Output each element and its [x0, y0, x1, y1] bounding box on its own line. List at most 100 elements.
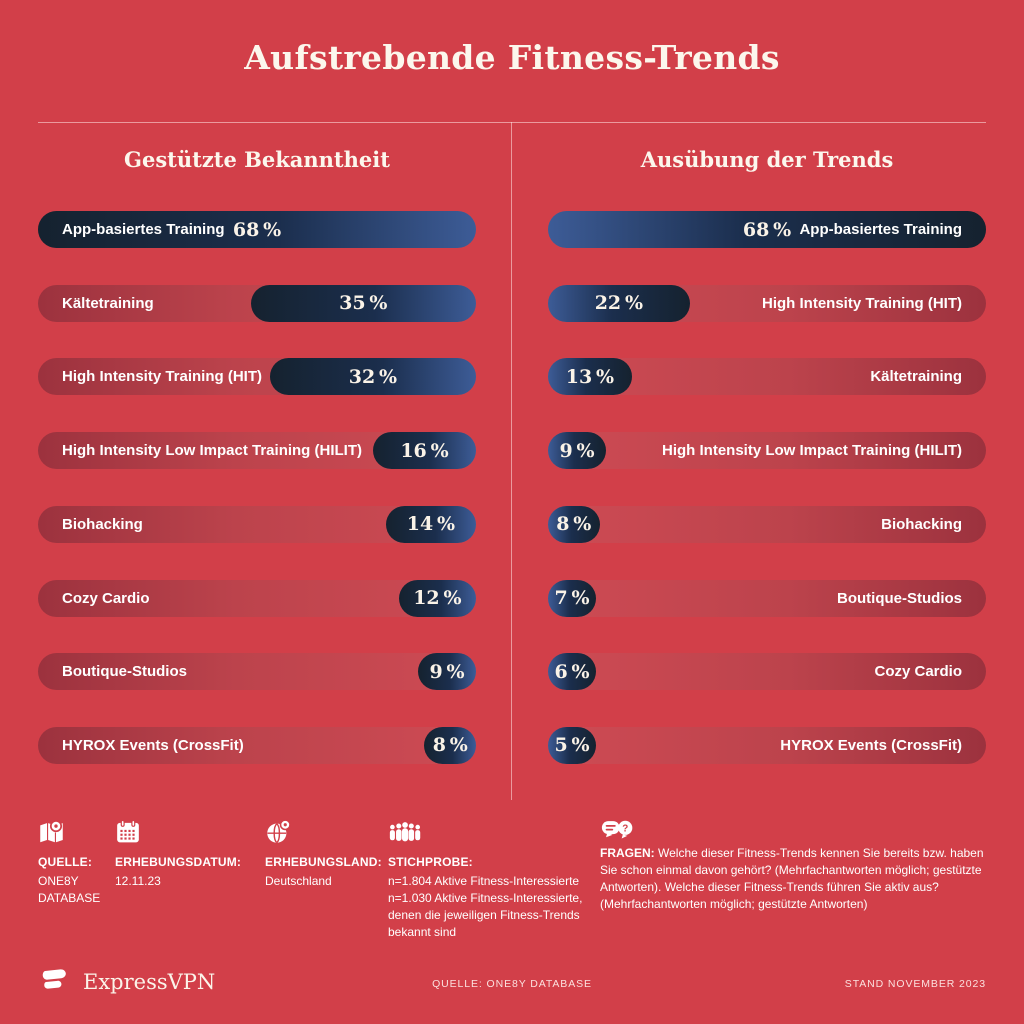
trend-row: 9 % High Intensity Low Impact Training (H…	[548, 432, 986, 470]
bar-label: HYROX Events (CrossFit)	[62, 736, 244, 754]
bar: 8 %	[424, 726, 476, 764]
footnote-heading: FRAGEN:	[600, 846, 655, 860]
bar: 16 %	[372, 432, 476, 470]
bar-value: 9 %	[429, 660, 465, 683]
map-pin-icon	[38, 818, 118, 845]
trend-row: 6 % Cozy Cardio	[548, 653, 986, 691]
trend-row: 12 % Cozy Cardio	[38, 579, 476, 617]
bar-label: Biohacking	[881, 515, 962, 533]
bar-label: Kältetraining	[870, 368, 962, 386]
bar-value: 8 %	[432, 734, 468, 757]
chart-practice: 68 % App-basiertes Training 22 % High Inten…	[548, 211, 986, 801]
bar: 9 %	[548, 432, 606, 470]
footnote-heading: ERHEBUNGSDATUM:	[115, 855, 242, 869]
bar-value: 6 %	[554, 660, 590, 683]
globe-pin-icon	[265, 818, 380, 845]
bottom-bar: ExpressVPN QUELLE: ONE8Y DATABASE STAND …	[0, 952, 1024, 1024]
footnote-text: Welche dieser Fitness-Trends kennen Sie …	[600, 846, 984, 912]
trend-row: 22 % High Intensity Training (HIT)	[548, 284, 986, 322]
column-title-awareness: Gestützte Bekanntheit	[124, 147, 390, 172]
footnote-body: n=1.804 Aktive Fitness-Interessierte n=1…	[388, 874, 583, 940]
brand-name: ExpressVPN	[83, 969, 216, 994]
bar-label: Cozy Cardio	[874, 663, 962, 681]
calendar-icon	[115, 818, 255, 845]
bar-track	[38, 653, 476, 691]
bar-label: High Intensity Training (HIT)	[62, 368, 262, 386]
bar: 12 %	[398, 579, 476, 617]
bar-track	[548, 726, 986, 764]
column-title-practice: Ausübung der Trends	[640, 147, 894, 172]
footnote-body: ONE8Y DATABASE	[38, 874, 101, 906]
footnote-body: FRAGEN: Welche dieser Fitness-Trends ken…	[600, 845, 992, 913]
bar-label: Kältetraining	[62, 294, 154, 312]
trend-row: 14 % Biohacking	[38, 505, 476, 543]
bar: 7 %	[548, 579, 597, 617]
bar-track	[548, 432, 986, 470]
bar-label: High Intensity Training (HIT)	[762, 294, 962, 312]
bar-track	[548, 579, 986, 617]
svg-text:?: ?	[622, 824, 628, 835]
trend-row: 13 % Kältetraining	[548, 358, 986, 396]
brand-lockup: ExpressVPN	[38, 962, 215, 1001]
trend-row: 35 % Kältetraining	[38, 284, 476, 322]
bar-value: 5 %	[554, 734, 590, 757]
bar-track	[548, 653, 986, 691]
bar-label: HYROX Events (CrossFit)	[780, 736, 962, 754]
bar-value: 22 %	[594, 292, 643, 315]
bar: 22 %	[548, 284, 690, 322]
footnote-heading: STICHPROBE:	[388, 855, 473, 869]
bar-value: 12 %	[413, 587, 462, 609]
footnote-heading: ERHEBUNGSLAND:	[265, 855, 382, 869]
bar: 6 %	[548, 653, 597, 691]
footnote-questions: ? FRAGEN: Welche dieser Fitness-Trends k…	[600, 818, 992, 913]
divider-horizontal	[38, 122, 986, 123]
people-icon	[388, 818, 585, 845]
bottom-stand: STAND NOVEMBER 2023	[844, 978, 986, 990]
trend-row: 8 % Biohacking	[548, 505, 986, 543]
chat-question-icon: ?	[600, 818, 992, 845]
bar: 13 %	[548, 358, 632, 396]
expressvpn-logo-icon	[38, 962, 72, 1001]
bar-label: Boutique-Studios	[62, 663, 187, 681]
bar-value: 8 %	[556, 513, 592, 536]
footnote-heading: QUELLE:	[38, 855, 93, 869]
footnote-source: QUELLE: ONE8Y DATABASE	[38, 818, 118, 907]
bar-label: Cozy Cardio	[62, 589, 150, 607]
bar: 68 %	[548, 211, 986, 248]
trend-row: 68 % App-basiertes Training	[38, 211, 476, 248]
trend-row: 5 % HYROX Events (CrossFit)	[548, 726, 986, 764]
bar-label: Boutique-Studios	[837, 589, 962, 607]
bar-label: High Intensity Low Impact Training (HILI…	[662, 442, 962, 460]
bar-track	[38, 726, 476, 764]
bar-value: 7 %	[554, 587, 590, 609]
bar-label: App-basiertes Training	[62, 221, 225, 238]
bar-label: App-basiertes Training	[799, 221, 962, 238]
bar-value: 13 %	[565, 365, 615, 388]
trend-row: 16 % High Intensity Low Impact Training (…	[38, 432, 476, 470]
footnote-sample: STICHPROBE: n=1.804 Aktive Fitness-Inter…	[388, 818, 585, 941]
footnote-survey-date: ERHEBUNGSDATUM: 12.11.23	[115, 818, 255, 890]
bar-value: 16 %	[400, 439, 449, 462]
bar: 8 %	[548, 505, 600, 543]
bottom-source: QUELLE: ONE8Y DATABASE	[432, 978, 592, 990]
footnote-body: 12.11.23	[115, 874, 161, 888]
bar-value: 14 %	[406, 513, 456, 536]
trend-row: 9 % Boutique-Studios	[38, 653, 476, 691]
bar: 32 %	[269, 358, 476, 396]
bar-value: 68 %	[232, 218, 282, 241]
chart-awareness: 68 % App-basiertes Training 35 % Kältetrain…	[38, 211, 476, 801]
bar: 5 %	[548, 726, 597, 764]
page-title: Aufstrebende Fitness-Trends	[244, 38, 780, 77]
trend-row: 8 % HYROX Events (CrossFit)	[38, 726, 476, 764]
trend-row: 68 % App-basiertes Training	[548, 211, 986, 248]
bar-value: 32 %	[348, 365, 398, 388]
bar: 9 %	[418, 653, 476, 691]
footnote-survey-country: ERHEBUNGSLAND: Deutschland	[265, 818, 382, 890]
bar-value: 68 %	[742, 218, 792, 241]
bar: 68 %	[38, 211, 476, 248]
footnote-body: Deutschland	[265, 874, 332, 888]
bar: 14 %	[385, 505, 476, 543]
divider-vertical	[511, 122, 512, 800]
trend-row: 7 % Boutique-Studios	[548, 579, 986, 617]
